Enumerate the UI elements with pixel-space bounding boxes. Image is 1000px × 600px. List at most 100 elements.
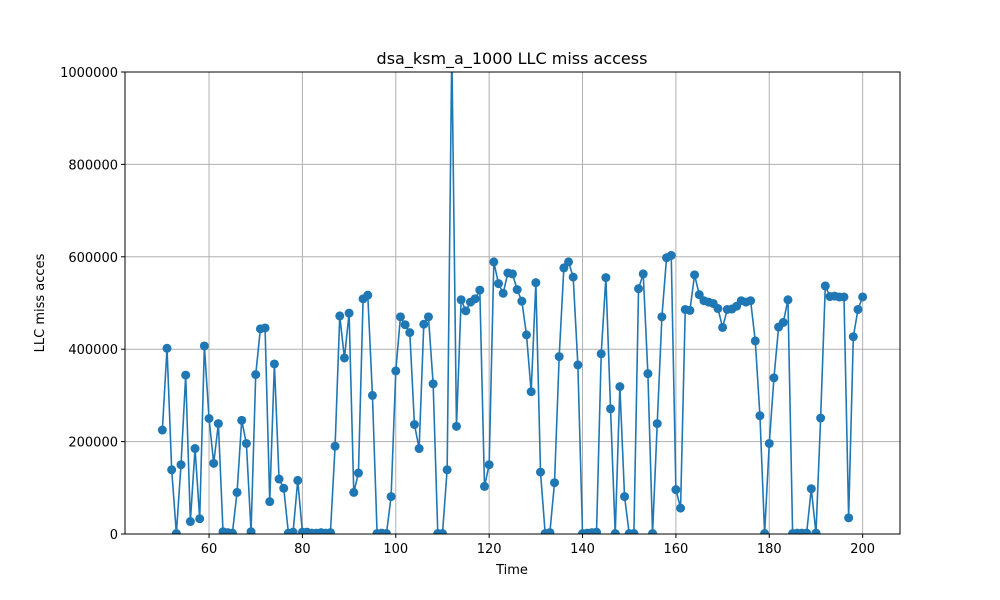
data-point xyxy=(676,503,686,513)
data-point xyxy=(671,485,681,495)
y-tick-label: 600000 xyxy=(68,251,118,266)
data-point xyxy=(470,294,480,304)
data-point xyxy=(246,527,256,534)
data-point xyxy=(367,390,377,400)
data-point xyxy=(227,528,237,534)
data-point xyxy=(185,517,195,527)
data-point xyxy=(395,312,405,322)
data-point xyxy=(330,441,340,451)
data-point xyxy=(638,269,648,279)
data-point xyxy=(269,359,279,369)
y-tick-label: 400000 xyxy=(68,343,118,358)
x-axis-label: Time xyxy=(495,563,528,578)
data-point xyxy=(344,308,354,318)
data-point xyxy=(778,317,788,327)
data-point xyxy=(643,369,653,379)
data-point xyxy=(648,529,658,534)
data-point xyxy=(666,250,676,260)
data-point xyxy=(423,312,433,322)
data-point xyxy=(615,382,625,392)
data-point xyxy=(690,270,700,280)
data-point xyxy=(456,295,466,305)
series-line xyxy=(161,72,864,534)
y-tick-label: 200000 xyxy=(68,436,118,451)
x-tick-label: 140 xyxy=(570,542,595,557)
data-point xyxy=(442,465,452,475)
data-point xyxy=(489,257,499,267)
data-point xyxy=(512,285,522,295)
data-point xyxy=(213,419,223,429)
data-point xyxy=(419,319,429,329)
plot-frame xyxy=(124,71,901,535)
y-tick-label: 1000000 xyxy=(60,66,118,81)
data-point xyxy=(526,387,536,397)
data-point xyxy=(335,311,345,321)
data-point xyxy=(167,465,177,475)
data-point xyxy=(573,360,583,370)
data-point xyxy=(755,411,765,421)
data-point xyxy=(554,352,564,362)
x-tick-label: 160 xyxy=(663,542,688,557)
data-point xyxy=(498,288,508,298)
data-point xyxy=(783,295,793,305)
data-point xyxy=(596,349,606,359)
data-point xyxy=(414,444,424,454)
data-point xyxy=(190,444,200,454)
data-point xyxy=(685,305,695,315)
data-point xyxy=(391,366,401,376)
chart-title: dsa_ksm_a_1000 LLC miss access xyxy=(377,49,648,69)
data-point xyxy=(461,306,471,316)
data-point xyxy=(811,528,821,534)
data-point xyxy=(802,528,812,534)
data-point xyxy=(260,323,270,333)
x-tick-label: 120 xyxy=(477,542,502,557)
data-point xyxy=(858,292,868,302)
data-point xyxy=(806,484,816,494)
data-point xyxy=(713,304,723,314)
data-point xyxy=(157,425,167,435)
data-point xyxy=(451,421,461,431)
data-point xyxy=(657,312,667,322)
data-point xyxy=(479,481,489,491)
data-point xyxy=(199,341,209,351)
tick-layer: 60 80 100 120 140 160 180 200 0 200000 400000 60000… xyxy=(60,66,875,557)
data-point xyxy=(564,257,574,267)
data-point xyxy=(610,529,620,534)
data-point xyxy=(493,279,503,289)
data-point xyxy=(325,528,335,534)
data-point xyxy=(176,460,186,470)
data-point xyxy=(545,528,555,534)
data-point xyxy=(162,343,172,353)
data-point xyxy=(251,370,261,380)
data-point xyxy=(288,527,298,534)
data-point xyxy=(400,320,410,330)
data-point xyxy=(601,273,611,283)
data-point xyxy=(237,415,247,425)
y-tick-label: 0 xyxy=(110,528,118,543)
data-point xyxy=(405,328,415,338)
x-tick-label: 100 xyxy=(383,542,408,557)
data-point xyxy=(844,513,854,523)
data-point xyxy=(760,529,770,534)
data-point xyxy=(568,272,578,282)
data-point xyxy=(339,353,349,363)
data-point xyxy=(522,330,532,340)
data-point xyxy=(428,379,438,389)
data-point xyxy=(209,458,219,468)
data-point xyxy=(820,281,830,291)
data-point xyxy=(634,284,644,294)
data-point xyxy=(848,332,858,342)
data-point xyxy=(816,413,826,423)
data-point xyxy=(349,487,359,497)
data-point xyxy=(746,296,756,306)
y-tick-label: 800000 xyxy=(68,158,118,173)
data-point xyxy=(265,497,275,507)
grid-layer xyxy=(125,71,900,535)
data-point xyxy=(718,322,728,332)
data-point xyxy=(274,474,284,484)
x-tick-label: 80 xyxy=(294,542,311,557)
x-tick-label: 180 xyxy=(757,542,782,557)
data-point xyxy=(606,404,616,414)
data-point xyxy=(592,527,602,534)
